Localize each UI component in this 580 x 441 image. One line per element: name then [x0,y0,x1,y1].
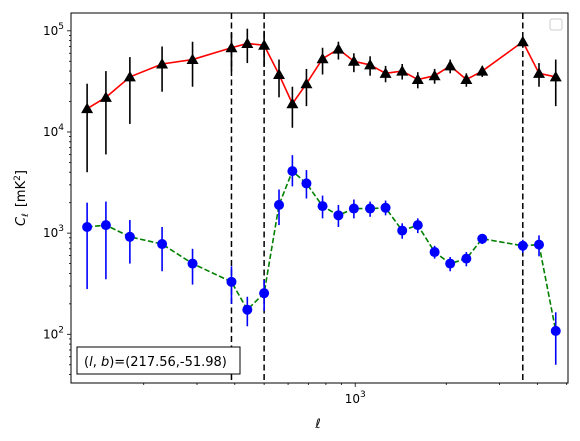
series-1-point-6 [242,304,253,315]
series-1-point-19 [445,258,456,269]
y-axis-label-main: C [14,216,29,226]
series-1-point-4 [187,258,198,269]
legend-box [549,18,563,31]
series-1-point-3 [157,239,168,250]
series-0-point-15 [379,67,392,78]
series-1-point-14 [365,203,376,214]
series-1-point-18 [429,247,440,258]
series-1-point-7 [259,288,270,299]
series-1-point-12 [333,210,344,221]
series-0-point-7 [258,39,271,50]
x-axis-label: ℓ [314,417,320,432]
y-axis-label: Cℓ [mK2] [13,170,31,226]
series-0-point-6 [241,37,254,48]
series-0-point-1 [99,91,112,102]
series-1-point-20 [461,253,472,264]
series-0-point-19 [444,59,457,71]
series-0-point-22 [516,35,529,47]
axis-ticks: 102 103 104 105 103 [43,22,568,406]
series-0-point-5 [225,41,238,53]
series-1-point-8 [274,199,285,210]
y-axis-label-units-sup: 2 [13,175,23,181]
y-tick-label-3: 105 [43,22,64,38]
series-1-point-23 [534,239,545,250]
series-0-point-11 [316,52,329,64]
y-tick-label-1: 103 [43,224,64,240]
series-1-point-5 [226,276,237,287]
series-0-point-2 [123,70,136,82]
series-1-point-17 [412,220,423,231]
series-1-point-2 [124,231,135,242]
axes-frame [70,12,569,384]
series-1-point-21 [477,233,488,244]
annotation-text: (l, b)=(217.56,-51.98) [84,355,227,370]
plot-area [81,13,562,383]
series-0-point-12 [332,43,345,54]
y-tick-label-2: 104 [43,123,64,139]
series-0-point-9 [286,97,299,109]
series-1-point-11 [317,201,328,212]
series-0-point-24 [549,70,562,82]
series-1-point-16 [397,225,408,236]
y-axis-label-sub: ℓ [21,213,31,218]
series-0-point-21 [476,65,489,76]
series-1-point-1 [100,220,111,231]
series-0-point-17 [411,73,424,85]
series-1-point-9 [287,166,298,177]
series-1-line [87,169,557,332]
series-0-point-16 [396,65,409,76]
y-axis-label-units: [mK [14,180,29,207]
series-0-point-23 [533,67,546,78]
series-0-point-13 [347,55,360,66]
series-1-point-22 [517,240,528,251]
series-1-point-0 [82,221,93,232]
series-1-point-15 [380,202,391,213]
series-0-point-10 [300,77,313,89]
series-1-point-24 [550,325,561,336]
series-1-point-13 [348,203,359,214]
y-axis-label-units-close: ] [14,170,29,175]
annotation-box: (l, b)=(217.56,-51.98) [76,346,241,375]
series-0-point-3 [156,57,169,69]
y-tick-label-0: 102 [43,325,64,341]
series-0-point-4 [186,53,199,65]
x-tick-label-0: 103 [345,390,366,406]
series-1-point-10 [301,178,312,189]
series-0-point-8 [273,68,286,79]
series-0-point-14 [364,58,377,70]
series-0-point-18 [428,69,441,81]
series-0-point-0 [81,102,94,114]
series-0-point-20 [460,73,473,85]
